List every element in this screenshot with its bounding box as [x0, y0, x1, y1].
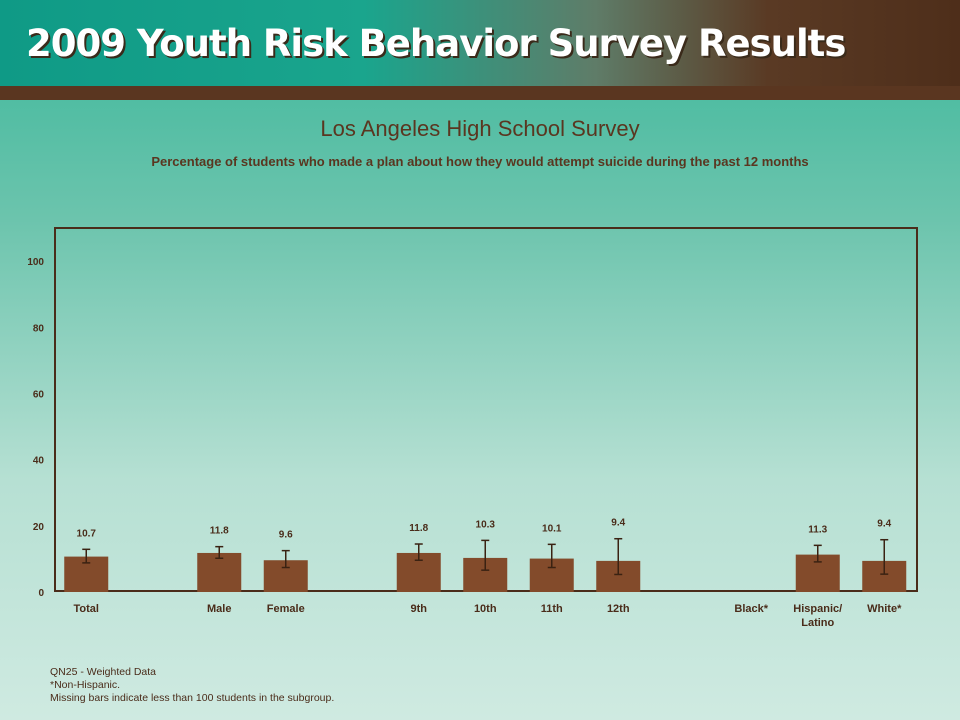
y-tick-label: 60: [33, 389, 45, 400]
chart-title: Los Angeles High School Survey: [320, 116, 640, 141]
x-tick-label: 10th: [474, 603, 497, 615]
data-label: 9.4: [611, 518, 625, 529]
y-tick-label: 100: [27, 257, 44, 268]
x-tick-label: Female: [267, 603, 305, 615]
page-title: 2009 Youth Risk Behavior Survey Results: [26, 22, 846, 65]
data-label: 10.1: [542, 523, 562, 534]
footer-note-missing-bars: Missing bars indicate less than 100 stud…: [50, 692, 335, 704]
x-tick-label: Male: [207, 603, 231, 615]
y-tick-label: 40: [33, 456, 45, 467]
y-tick-label: 0: [38, 588, 44, 599]
x-tick-label: Latino: [801, 617, 834, 629]
data-label: 11.8: [409, 523, 428, 534]
x-tick-label: Total: [74, 603, 99, 615]
footer-note-nonhispanic: *Non-Hispanic.: [50, 679, 121, 691]
header-banner: 2009 Youth Risk Behavior Survey Results: [0, 0, 960, 86]
y-tick-label: 20: [33, 522, 45, 533]
x-tick-label: 12th: [607, 603, 630, 615]
header-divider: [0, 86, 960, 100]
footer-note-data: QN25 - Weighted Data: [50, 666, 157, 678]
x-tick-label: White*: [867, 603, 902, 615]
data-label: 9.4: [877, 519, 891, 530]
y-tick-label: 80: [33, 323, 45, 334]
data-label: 11.8: [210, 526, 229, 537]
bar: [197, 552, 242, 592]
chart-subtitle: Percentage of students who made a plan a…: [151, 154, 809, 169]
x-tick-label: Black*: [734, 603, 768, 615]
data-label: 9.6: [279, 530, 293, 541]
x-tick-label: Hispanic/: [793, 603, 842, 615]
footer-notes: QN25 - Weighted Data *Non-Hispanic. Miss…: [50, 666, 334, 705]
x-tick-label: 9th: [411, 603, 428, 615]
data-label: 10.7: [77, 528, 97, 539]
data-label: 10.3: [476, 519, 496, 530]
data-label: 11.3: [808, 524, 827, 535]
x-tick-label: 11th: [541, 603, 563, 615]
